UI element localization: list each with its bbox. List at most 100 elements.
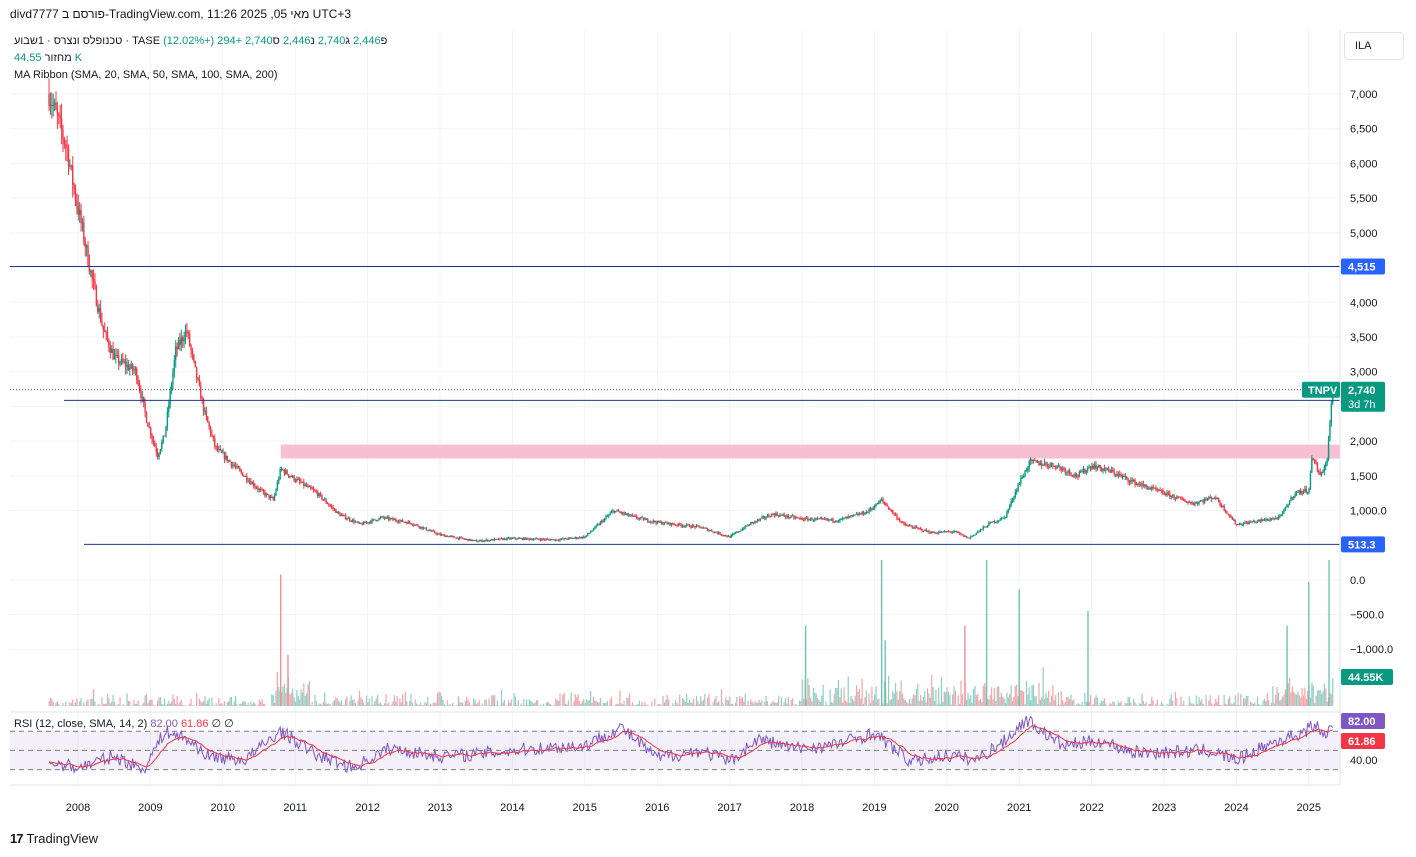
candle-body [868,508,870,513]
level-badge-label: 4,515 [1348,262,1376,274]
candle-body [754,520,756,523]
candle-body [979,529,982,531]
volume-bar [545,702,547,706]
candle-body [1263,519,1266,521]
volume-bar [624,705,627,706]
candle-body [1301,491,1303,494]
volume-bar [913,694,915,706]
volume-bar [1276,686,1278,706]
candle-body [1231,517,1234,521]
volume-bar [1247,696,1249,706]
volume-bar [1241,705,1243,706]
volume-bar [179,702,181,706]
volume-bar [619,690,621,706]
volume-bar [559,693,561,706]
volume-bar [528,699,530,706]
candle-body [112,349,114,360]
ma-ribbon-legend[interactable]: MA Ribbon (SMA, 20, SMA, 50, SMA, 100, S… [14,69,278,81]
volume-bar [583,699,585,706]
volume-bar [1329,692,1331,706]
candle-body [538,539,540,541]
candle-body [1266,519,1269,521]
candle-body [1162,490,1164,494]
candle-body [477,541,479,543]
volume-bar [1318,690,1320,706]
volume-bar [1170,694,1172,706]
candle-body [165,426,167,437]
symbol-name[interactable]: טכנופלס ונצרס · 1שבוע · TASE [14,35,161,47]
volume-bar [1063,703,1065,706]
candle-body [324,499,326,501]
volume-bar [1263,698,1266,706]
close-label: ס [272,35,280,47]
candle-body [574,537,577,539]
level-badge [1341,536,1385,553]
volume-bar [342,705,344,706]
volume-bar [1004,702,1007,706]
volume-bar [108,697,110,706]
candle-body [431,530,433,532]
volume-bar [752,703,755,706]
volume-bar [661,705,663,706]
candle-body [55,102,57,110]
candle-body [713,531,716,533]
candle-body [1208,497,1210,499]
candle-body [715,531,717,533]
volume-bar [979,698,982,706]
candle-body [88,265,91,273]
candle-body [697,525,699,527]
volume-bar [751,701,753,706]
volume-bar [392,701,394,706]
candle-body [1170,495,1172,497]
volume-bar [123,705,125,706]
candle-body [1114,474,1117,476]
candle-body [635,516,638,519]
volume-bar [815,693,817,706]
candle-body [525,537,528,540]
volume-bar [1295,694,1298,706]
volume-bar [914,695,916,706]
year-tick-label: 2022 [1079,802,1103,814]
volume-bar [109,703,111,706]
candle-body [481,539,483,542]
volume-bar [1103,698,1106,706]
candle-body [117,354,120,364]
volume-bar [48,701,50,706]
candle-body [124,361,127,368]
volume-bar [587,700,589,706]
volume-bar [1105,703,1107,706]
candle-body [148,426,150,428]
candle-body [596,524,599,526]
candle-body [354,521,357,523]
candle-body [1061,468,1064,470]
volume-bar [567,700,569,706]
candle-body [403,521,405,523]
candle-body [666,522,668,524]
volume-bar [666,694,668,706]
candle-body [752,521,755,523]
candle-body [1130,480,1132,483]
volume-bar [145,694,148,706]
candle-body [1223,505,1225,511]
candle-body [1327,438,1330,460]
volume-bar [165,705,167,706]
volume-bar [786,703,788,706]
volume-bar [953,686,955,706]
candle-body [1288,501,1291,506]
candle-body [972,534,975,536]
volume-bar [1016,684,1018,706]
candle-body [72,165,74,185]
volume-bar [1224,703,1227,706]
candle-body [570,537,572,539]
horizontal-levels[interactable] [10,266,1340,545]
rsi-legend[interactable]: RSI (12, close, SMA, 14, 2) 82.00 61.86 … [14,717,234,730]
currency-button[interactable]: ILA [1344,32,1404,60]
volume-bar [747,700,749,706]
candle-body [374,519,376,521]
candle-body [779,514,781,517]
candle-body [1210,497,1213,500]
volume-bar [1148,703,1150,706]
volume-bar [821,695,823,706]
candle-body [372,519,375,521]
